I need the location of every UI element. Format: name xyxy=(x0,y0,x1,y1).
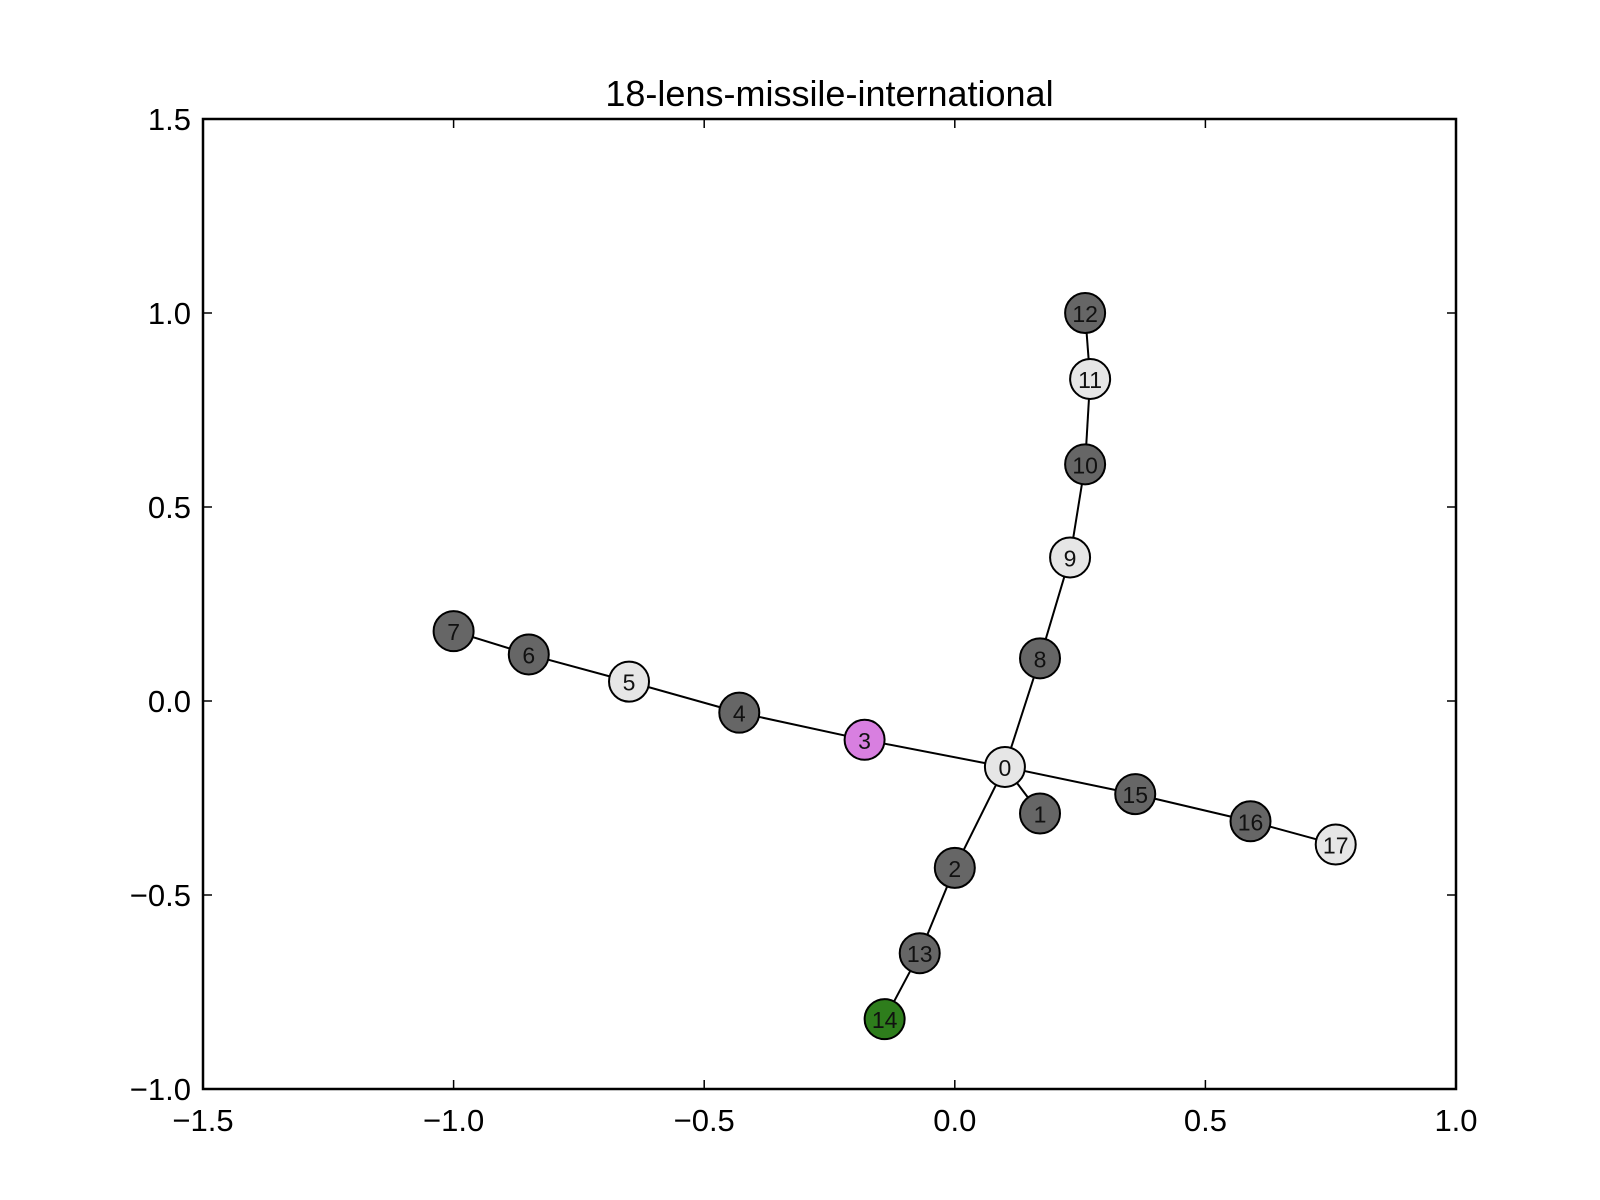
node-4: 4 xyxy=(718,691,761,734)
node-label: 1 xyxy=(1034,802,1047,828)
node-12: 12 xyxy=(1064,292,1107,334)
node-label: 3 xyxy=(858,728,871,754)
node-7: 7 xyxy=(432,610,475,653)
node-9: 9 xyxy=(1049,536,1092,579)
edges-layer xyxy=(453,312,1336,1020)
node-label: 13 xyxy=(907,941,933,967)
y-tick-label: −0.5 xyxy=(130,878,191,913)
node-marker xyxy=(1019,792,1062,835)
node-label: 7 xyxy=(447,619,460,645)
node-label: 11 xyxy=(1078,367,1102,393)
node-6: 6 xyxy=(507,633,550,676)
node-marker xyxy=(843,718,886,761)
node-label: 14 xyxy=(872,1007,898,1033)
x-tick-label: 1.0 xyxy=(1434,1103,1477,1138)
y-tick-label: 1.0 xyxy=(148,296,191,331)
x-tick-label: 0.0 xyxy=(933,1103,976,1138)
node-marker xyxy=(863,998,906,1041)
plot-frame xyxy=(201,117,1458,1091)
chart-title: 18-lens-missile-international xyxy=(605,73,1053,114)
node-label: 2 xyxy=(948,856,961,882)
node-label: 9 xyxy=(1064,545,1077,571)
node-1: 1 xyxy=(1019,792,1062,835)
edge-0-3 xyxy=(864,738,1006,768)
ticks-layer: −1.5 −1.0 −0.5 0.0 0.5 1.0−1.0−0.50.00.51.01.… xyxy=(130,102,1478,1138)
node-marker xyxy=(1064,292,1107,334)
node-marker xyxy=(507,633,550,676)
x-tick-label: 0.5 xyxy=(1184,1103,1227,1138)
node-label: 4 xyxy=(733,701,746,727)
node-marker xyxy=(608,660,651,703)
node-5: 5 xyxy=(608,660,651,703)
node-marker xyxy=(1049,536,1092,579)
node-label: 0 xyxy=(999,755,1012,781)
node-label: 17 xyxy=(1323,833,1349,859)
node-marker xyxy=(1019,637,1062,680)
node-15: 15 xyxy=(1114,773,1157,816)
node-14: 14 xyxy=(863,998,906,1041)
node-label: 5 xyxy=(623,670,636,696)
node-marker xyxy=(1314,823,1357,866)
y-tick-label: 0.5 xyxy=(148,490,191,525)
node-label: 10 xyxy=(1072,452,1098,478)
node-10: 10 xyxy=(1064,443,1107,486)
node-marker xyxy=(718,691,761,734)
node-17: 17 xyxy=(1314,823,1357,866)
y-tick-label: −1.0 xyxy=(130,1072,191,1107)
node-label: 16 xyxy=(1238,809,1264,835)
node-label: 8 xyxy=(1034,646,1047,672)
node-13: 13 xyxy=(898,932,941,975)
edge-0-15 xyxy=(1004,765,1136,796)
node-3: 3 xyxy=(843,718,886,761)
node-marker xyxy=(898,932,941,975)
x-tick-label: −0.5 xyxy=(674,1103,735,1138)
node-16: 16 xyxy=(1229,800,1272,843)
node-0: 0 xyxy=(983,745,1026,788)
node-marker xyxy=(1229,800,1272,843)
node-label: 6 xyxy=(522,642,535,668)
edge-3-4 xyxy=(739,711,865,741)
node-11: 11 xyxy=(1069,357,1112,400)
y-tick-label: 0.0 xyxy=(148,684,191,719)
node-8: 8 xyxy=(1019,637,1062,680)
node-marker xyxy=(1114,773,1157,816)
node-marker xyxy=(983,745,1026,788)
node-marker xyxy=(1064,443,1107,486)
node-marker xyxy=(933,846,976,889)
x-tick-label: −1.5 xyxy=(172,1103,233,1138)
y-tick-label: 1.5 xyxy=(148,102,191,137)
x-tick-label: −1.0 xyxy=(423,1103,484,1138)
node-label: 15 xyxy=(1122,782,1148,808)
node-marker xyxy=(1069,357,1112,400)
node-label: 12 xyxy=(1072,301,1098,327)
node-marker xyxy=(432,610,475,653)
node-2: 2 xyxy=(933,846,976,889)
